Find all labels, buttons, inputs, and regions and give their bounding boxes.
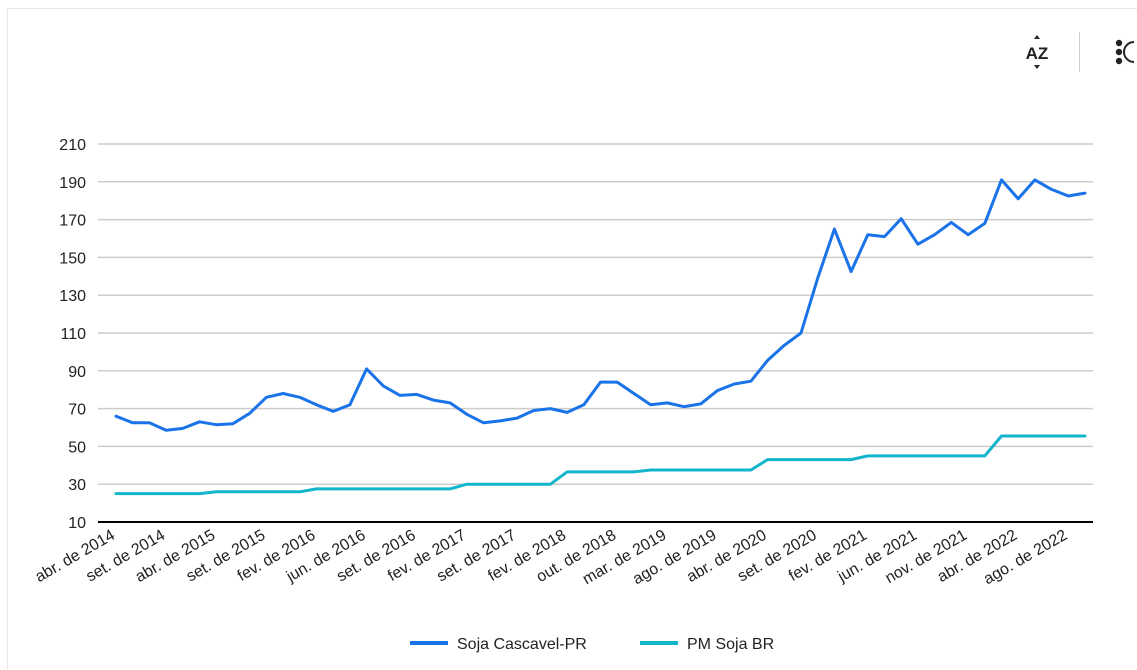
sort-button[interactable]: AZ	[1017, 32, 1057, 72]
svg-text:AZ: AZ	[1026, 44, 1049, 63]
chart-card: AZ	[7, 8, 1137, 670]
more-options-button[interactable]	[1112, 32, 1137, 72]
sort-az-icon: AZ	[1026, 35, 1049, 69]
toolbar-divider	[1079, 32, 1080, 72]
chart-toolbar: AZ	[1017, 31, 1137, 73]
more-vertical-icon	[1115, 39, 1135, 65]
